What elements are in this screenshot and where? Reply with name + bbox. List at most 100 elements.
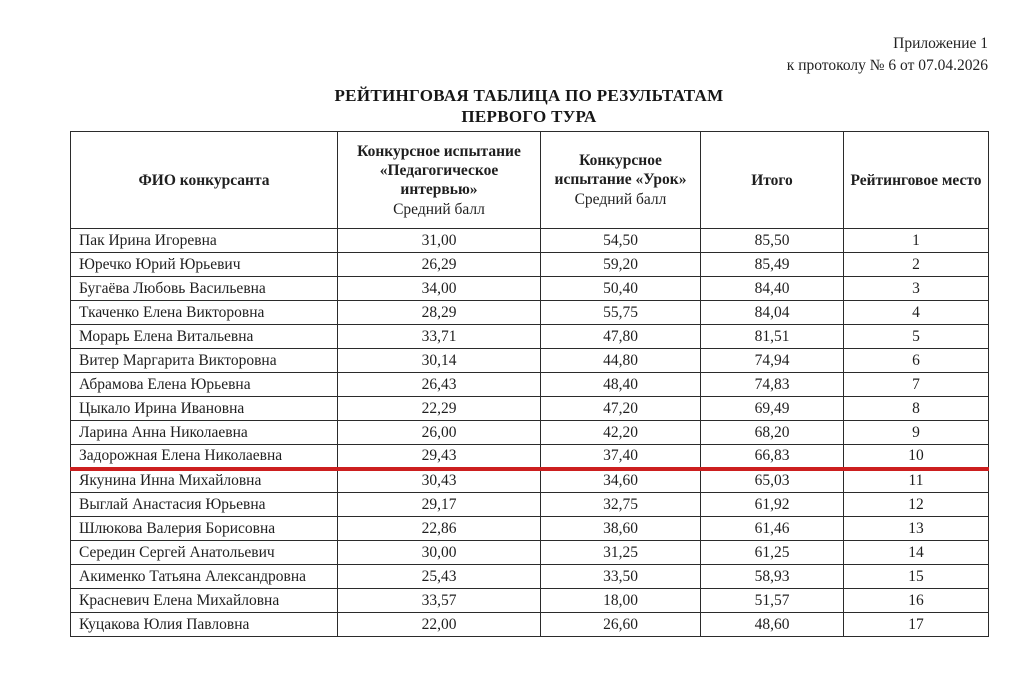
cell-interview: 30,43 bbox=[337, 468, 541, 493]
cell-lesson: 54,50 bbox=[540, 228, 701, 253]
cell-interview: 30,14 bbox=[337, 348, 541, 373]
cell-rank: 1 bbox=[843, 228, 989, 253]
cell-name: Витер Маргарита Викторовна bbox=[70, 348, 338, 373]
table-row: Юречко Юрий Юрьевич 26,29 59,20 85,49 2 bbox=[70, 252, 989, 277]
header-total-label: Итого bbox=[751, 171, 793, 189]
cell-interview: 22,29 bbox=[337, 396, 541, 421]
cell-name: Ларина Анна Николаевна bbox=[70, 420, 338, 445]
header-lesson-title: Конкурсное испытание «Урок» bbox=[554, 152, 687, 188]
cell-lesson: 47,80 bbox=[540, 324, 701, 349]
header-lesson: Конкурсное испытание «Урок» Средний балл bbox=[540, 131, 701, 229]
cell-total: 48,60 bbox=[700, 612, 844, 637]
cell-interview: 31,00 bbox=[337, 228, 541, 253]
cell-total: 85,49 bbox=[700, 252, 844, 277]
cell-total: 69,49 bbox=[700, 396, 844, 421]
cell-name: Ткаченко Елена Викторовна bbox=[70, 300, 338, 325]
cell-lesson: 47,20 bbox=[540, 396, 701, 421]
cell-rank: 11 bbox=[843, 468, 989, 493]
cell-interview: 34,00 bbox=[337, 276, 541, 301]
header-total: Итого bbox=[700, 131, 844, 229]
cell-total: 74,83 bbox=[700, 372, 844, 397]
cell-rank: 14 bbox=[843, 540, 989, 565]
cell-total: 66,83 bbox=[700, 444, 844, 471]
cell-total: 68,20 bbox=[700, 420, 844, 445]
cell-lesson: 32,75 bbox=[540, 492, 701, 517]
table-row: Акименко Татьяна Александровна 25,43 33,50… bbox=[70, 564, 989, 589]
cell-lesson: 44,80 bbox=[540, 348, 701, 373]
cell-name: Якунина Инна Михайловна bbox=[70, 468, 338, 493]
cell-lesson: 59,20 bbox=[540, 252, 701, 277]
cell-interview: 28,29 bbox=[337, 300, 541, 325]
cell-rank: 7 bbox=[843, 372, 989, 397]
cell-name: Пак Ирина Игоревна bbox=[70, 228, 338, 253]
cell-interview: 22,00 bbox=[337, 612, 541, 637]
table-row: Середин Сергей Анатольевич 30,00 31,25 61,2… bbox=[70, 540, 989, 565]
table-row: Ткаченко Елена Викторовна 28,29 55,75 84,04… bbox=[70, 300, 989, 325]
cell-lesson: 37,40 bbox=[540, 444, 701, 471]
header-rank-label: Рейтинговое место bbox=[850, 171, 982, 189]
cell-interview: 30,00 bbox=[337, 540, 541, 565]
table-row: Цыкало Ирина Ивановна 22,29 47,20 69,49 8 bbox=[70, 396, 989, 421]
annex-line1: Приложение 1 bbox=[893, 35, 988, 52]
table-row: Куцакова Юлия Павловна 22,00 26,60 48,60 17 bbox=[70, 612, 989, 637]
cell-total: 84,40 bbox=[700, 276, 844, 301]
annex-note: Приложение 1 к протоколу № 6 от 07.04.20… bbox=[787, 33, 988, 77]
table-row: Ларина Анна Николаевна 26,00 42,20 68,20 9 bbox=[70, 420, 989, 445]
cell-interview: 26,00 bbox=[337, 420, 541, 445]
cell-name: Цыкало Ирина Ивановна bbox=[70, 396, 338, 421]
cell-total: 58,93 bbox=[700, 564, 844, 589]
cell-rank: 6 bbox=[843, 348, 989, 373]
cell-lesson: 55,75 bbox=[540, 300, 701, 325]
page-title-line1: РЕЙТИНГОВАЯ ТАБЛИЦА ПО РЕЗУЛЬТАТАМ bbox=[334, 86, 724, 105]
cell-total: 84,04 bbox=[700, 300, 844, 325]
cell-rank: 13 bbox=[843, 516, 989, 541]
table-row: Задорожная Елена Николаевна 29,43 37,40 66,… bbox=[70, 444, 989, 471]
cell-name: Выглай Анастасия Юрьевна bbox=[70, 492, 338, 517]
cell-rank: 15 bbox=[843, 564, 989, 589]
rating-table: ФИО конкурсанта Конкурсное испытание «Пе… bbox=[70, 131, 989, 637]
cell-lesson: 18,00 bbox=[540, 588, 701, 613]
cell-total: 61,92 bbox=[700, 492, 844, 517]
cell-name: Куцакова Юлия Павловна bbox=[70, 612, 338, 637]
header-lesson-sub: Средний балл bbox=[574, 191, 667, 208]
cell-name: Красневич Елена Михайловна bbox=[70, 588, 338, 613]
table-row: Бугаёва Любовь Васильевна 34,00 50,40 84,40… bbox=[70, 276, 989, 301]
table-row: Витер Маргарита Викторовна 30,14 44,80 74,9… bbox=[70, 348, 989, 373]
cell-name: Морарь Елена Витальевна bbox=[70, 324, 338, 349]
table-row: Шлюкова Валерия Борисовна 22,86 38,60 61,46… bbox=[70, 516, 989, 541]
cell-interview: 33,57 bbox=[337, 588, 541, 613]
cell-lesson: 26,60 bbox=[540, 612, 701, 637]
header-interview-sub: Средний балл bbox=[393, 200, 485, 218]
table-row: Выглай Анастасия Юрьевна 29,17 32,75 61,92 1… bbox=[70, 492, 989, 517]
header-interview: Конкурсное испытание «Педагогическое инт… bbox=[337, 131, 541, 229]
header-name-label: ФИО конкурсанта bbox=[138, 171, 270, 189]
page-title: РЕЙТИНГОВАЯ ТАБЛИЦА ПО РЕЗУЛЬТАТАМ ПЕРВО… bbox=[70, 85, 988, 127]
cell-rank: 9 bbox=[843, 420, 989, 445]
cell-rank: 5 bbox=[843, 324, 989, 349]
annex-line2: к протоколу № 6 от 07.04.2026 bbox=[786, 57, 988, 74]
cell-total: 65,03 bbox=[700, 468, 844, 493]
table-row: Красневич Елена Михайловна 33,57 18,00 51,5… bbox=[70, 588, 989, 613]
cell-total: 61,46 bbox=[700, 516, 844, 541]
cell-interview: 25,43 bbox=[337, 564, 541, 589]
cell-name: Юречко Юрий Юрьевич bbox=[70, 252, 338, 277]
cell-lesson: 38,60 bbox=[540, 516, 701, 541]
table-header: ФИО конкурсанта Конкурсное испытание «Пе… bbox=[70, 131, 989, 229]
cell-lesson: 50,40 bbox=[540, 276, 701, 301]
cell-name: Задорожная Елена Николаевна bbox=[70, 444, 338, 471]
cell-name: Шлюкова Валерия Борисовна bbox=[70, 516, 338, 541]
cell-name: Бугаёва Любовь Васильевна bbox=[70, 276, 338, 301]
cell-rank: 17 bbox=[843, 612, 989, 637]
cell-rank: 10 bbox=[843, 444, 989, 471]
page-title-line2: ПЕРВОГО ТУРА bbox=[461, 107, 597, 126]
header-rank: Рейтинговое место bbox=[843, 131, 989, 229]
cell-rank: 8 bbox=[843, 396, 989, 421]
cell-lesson: 33,50 bbox=[540, 564, 701, 589]
table-body: Пак Ирина Игоревна 31,00 54,50 85,50 1 Юречко… bbox=[70, 228, 989, 637]
cell-lesson: 48,40 bbox=[540, 372, 701, 397]
cell-name: Акименко Татьяна Александровна bbox=[70, 564, 338, 589]
cell-name: Середин Сергей Анатольевич bbox=[70, 540, 338, 565]
header-name: ФИО конкурсанта bbox=[70, 131, 338, 229]
cell-rank: 4 bbox=[843, 300, 989, 325]
